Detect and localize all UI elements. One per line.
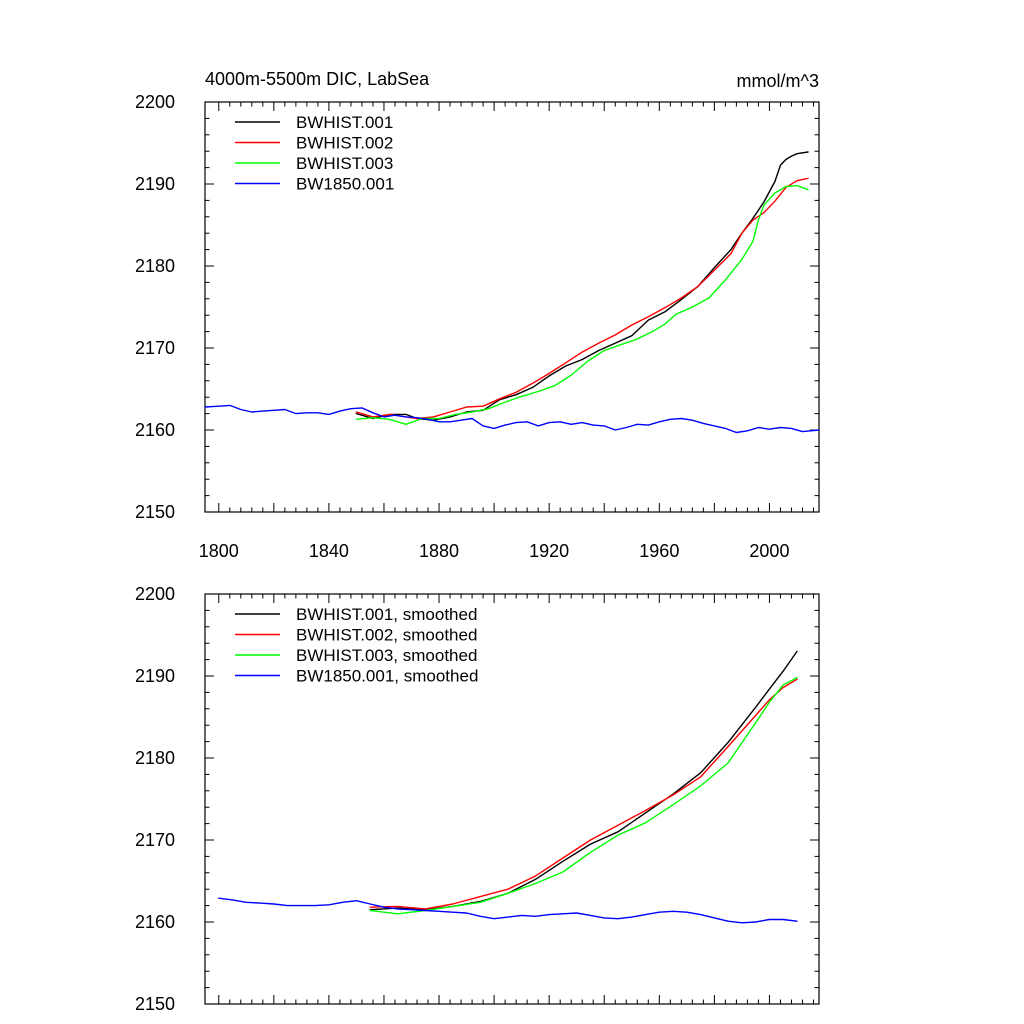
legend-label: BWHIST.003, smoothed <box>296 646 477 665</box>
y-tick-label: 2150 <box>135 502 175 522</box>
y-tick-label: 2190 <box>135 666 175 686</box>
legend-label: BWHIST.001 <box>296 113 393 132</box>
y-tick-label: 2200 <box>135 584 175 604</box>
y-tick-label: 2190 <box>135 174 175 194</box>
series-line-bwhist-003 <box>355 184 809 425</box>
legend-label: BWHIST.003 <box>296 154 393 173</box>
chart-title: 4000m-5500m DIC, LabSea <box>205 69 430 89</box>
legend-label: BWHIST.002 <box>296 134 393 153</box>
units-label: mmol/m^3 <box>737 71 819 91</box>
y-tick-label: 2160 <box>135 420 175 440</box>
series-line-bwhist-001-smoothed <box>369 650 798 911</box>
bottom-chart-panel: 2150 2160 2170 2180 2190 2200 BWHIST.001, smoo… <box>135 584 820 1014</box>
series-line-bwhist-002 <box>355 177 809 420</box>
series-line-bw1850-001 <box>204 404 820 434</box>
x-tick-label: 1800 <box>199 541 239 561</box>
series-line-bwhist-002-smoothed <box>369 678 798 910</box>
legend-label: BWHIST.002, smoothed <box>296 626 477 645</box>
series-line-bwhist-003-smoothed <box>369 676 798 915</box>
y-tick-label: 2180 <box>135 256 175 276</box>
x-tick-label: 1920 <box>529 541 569 561</box>
y-tick-label: 2150 <box>135 994 175 1014</box>
y-tick-label: 2170 <box>135 338 175 358</box>
legend-label: BWHIST.001, smoothed <box>296 605 477 624</box>
series-line-bw1850-001-smoothed <box>218 897 798 924</box>
x-tick-label: 1960 <box>639 541 679 561</box>
x-tick-label: 2000 <box>749 541 789 561</box>
y-tick-label: 2170 <box>135 830 175 850</box>
series-line-bwhist-001 <box>355 151 809 421</box>
x-tick-label: 1880 <box>419 541 459 561</box>
y-tick-label: 2200 <box>135 92 175 112</box>
legend-label: BW1850.001 <box>296 175 394 194</box>
top-chart-panel: 1800 1840 1880 1920 1960 2000 2150 2160 2170 2180… <box>135 69 820 561</box>
y-tick-label: 2160 <box>135 912 175 932</box>
y-tick-label: 2180 <box>135 748 175 768</box>
x-tick-label: 1840 <box>309 541 349 561</box>
legend-label: BW1850.001, smoothed <box>296 667 478 686</box>
plot-frame <box>204 101 820 513</box>
plot-frame <box>204 593 820 1005</box>
